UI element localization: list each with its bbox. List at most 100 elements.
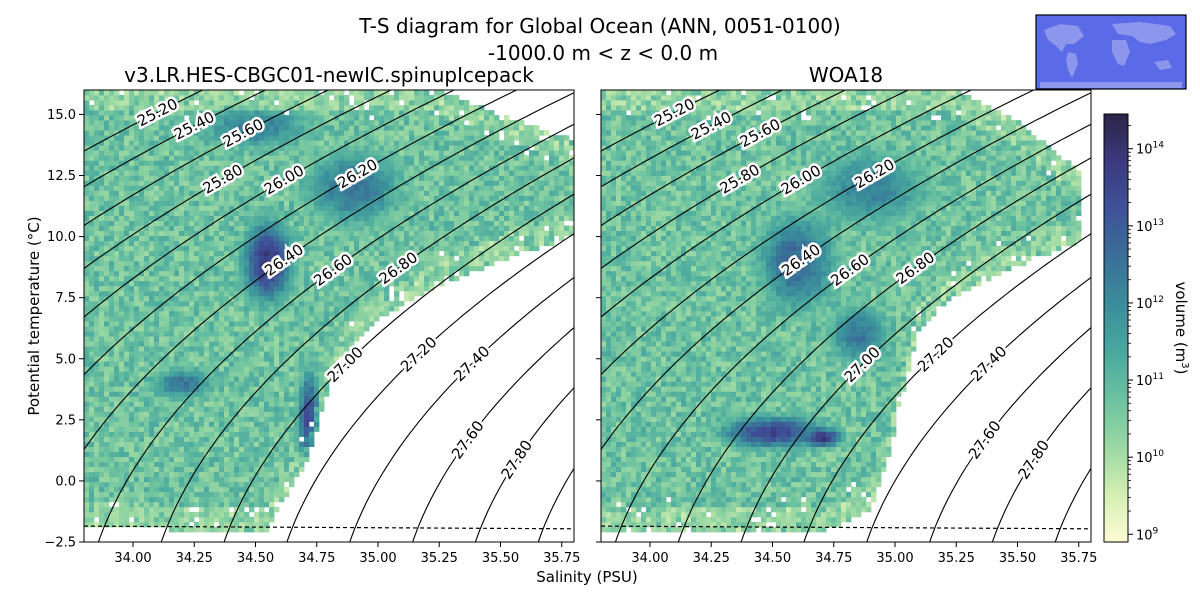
heatmap-cell	[299, 376, 305, 382]
heatmap-cell	[189, 185, 195, 191]
heatmap-cell	[369, 265, 375, 272]
heatmap-cell	[249, 255, 255, 262]
heatmap-cell	[249, 441, 255, 447]
heatmap-cell	[109, 115, 115, 121]
heatmap-cell	[169, 115, 175, 121]
heatmap-cell	[149, 521, 155, 528]
heatmap-cell	[414, 190, 420, 196]
heatmap-cell	[274, 120, 280, 126]
heatmap-cell	[164, 300, 170, 307]
heatmap-cell	[279, 215, 285, 221]
heatmap-cell	[289, 220, 295, 226]
heatmap-cell	[149, 471, 155, 478]
heatmap-cell	[389, 205, 395, 211]
heatmap-cell	[134, 135, 140, 141]
model-volume-heatmap	[84, 90, 574, 533]
heatmap-cell	[209, 376, 215, 382]
heatmap-cell	[334, 170, 340, 176]
heatmap-cell	[204, 366, 210, 372]
heatmap-cell	[234, 461, 240, 468]
heatmap-cell	[179, 461, 185, 468]
heatmap-cell	[184, 305, 190, 312]
heatmap-cell	[94, 446, 100, 452]
heatmap-cell	[269, 331, 275, 337]
heatmap-cell	[84, 235, 90, 242]
heatmap-cell	[99, 521, 105, 528]
heatmap-cell	[104, 310, 110, 317]
heatmap-cell	[94, 185, 100, 191]
heatmap-cell	[184, 290, 190, 297]
heatmap-cell	[114, 466, 120, 473]
heatmap-cell	[264, 366, 270, 372]
heatmap-cell	[214, 386, 220, 392]
heatmap-cell	[259, 396, 265, 402]
heatmap-cell	[254, 396, 260, 402]
heatmap-cell	[244, 210, 250, 216]
heatmap-cell	[309, 431, 315, 437]
heatmap-cell	[279, 95, 285, 101]
heatmap-cell	[219, 145, 225, 151]
heatmap-cell	[329, 275, 335, 282]
heatmap-cell	[274, 366, 280, 372]
heatmap-cell	[149, 376, 155, 382]
heatmap-cell	[349, 260, 355, 267]
heatmap-cell	[229, 411, 235, 417]
heatmap-cell	[179, 290, 185, 297]
heatmap-cell	[159, 220, 165, 226]
heatmap-cell	[289, 366, 295, 372]
heatmap-cell	[314, 356, 320, 362]
heatmap-cell	[179, 451, 185, 458]
heatmap-cell	[224, 381, 230, 387]
heatmap-cell	[239, 426, 245, 432]
heatmap-cell	[189, 491, 195, 498]
heatmap-cell	[214, 496, 220, 503]
heatmap-cell	[264, 180, 270, 186]
heatmap-cell	[279, 491, 285, 498]
heatmap-cell	[119, 235, 125, 242]
heatmap-cell	[319, 290, 325, 297]
heatmap-cell	[139, 321, 145, 327]
heatmap-cell	[244, 285, 250, 292]
heatmap-cell	[204, 486, 210, 493]
heatmap-cell	[414, 115, 420, 121]
heatmap-cell	[94, 476, 100, 483]
heatmap-cell	[344, 150, 350, 156]
heatmap-cell	[274, 346, 280, 352]
heatmap-cell	[304, 295, 310, 302]
heatmap-cell	[144, 290, 150, 297]
heatmap-cell	[114, 506, 120, 513]
heatmap-cell	[109, 346, 115, 352]
heatmap-cell	[234, 160, 240, 166]
heatmap-cell	[144, 185, 150, 191]
heatmap-cell	[294, 255, 300, 262]
heatmap-cell	[119, 381, 125, 387]
heatmap-cell	[254, 461, 260, 468]
heatmap-cell	[229, 416, 235, 422]
heatmap-cell	[419, 140, 425, 146]
heatmap-cell	[94, 491, 100, 498]
heatmap-cell	[154, 466, 160, 473]
heatmap-cell	[269, 285, 275, 292]
heatmap-cell	[399, 240, 405, 247]
heatmap-cell	[214, 170, 220, 176]
heatmap-cell	[329, 135, 335, 141]
heatmap-cell	[359, 155, 365, 161]
heatmap-cell	[84, 436, 90, 442]
heatmap-cell	[89, 516, 95, 523]
heatmap-cell	[164, 275, 170, 282]
heatmap-cell	[234, 100, 240, 106]
heatmap-cell	[199, 310, 205, 317]
heatmap-cell	[354, 220, 360, 226]
heatmap-cell	[179, 361, 185, 367]
heatmap-cell	[99, 416, 105, 422]
heatmap-cell	[239, 290, 245, 297]
heatmap-cell	[224, 431, 230, 437]
heatmap-cell	[244, 436, 250, 442]
heatmap-cell	[94, 140, 100, 146]
heatmap-cell	[159, 95, 165, 101]
heatmap-cell	[119, 140, 125, 146]
heatmap-cell	[109, 406, 115, 412]
heatmap-cell	[114, 376, 120, 382]
heatmap-cell	[224, 461, 230, 468]
heatmap-cell	[294, 240, 300, 247]
